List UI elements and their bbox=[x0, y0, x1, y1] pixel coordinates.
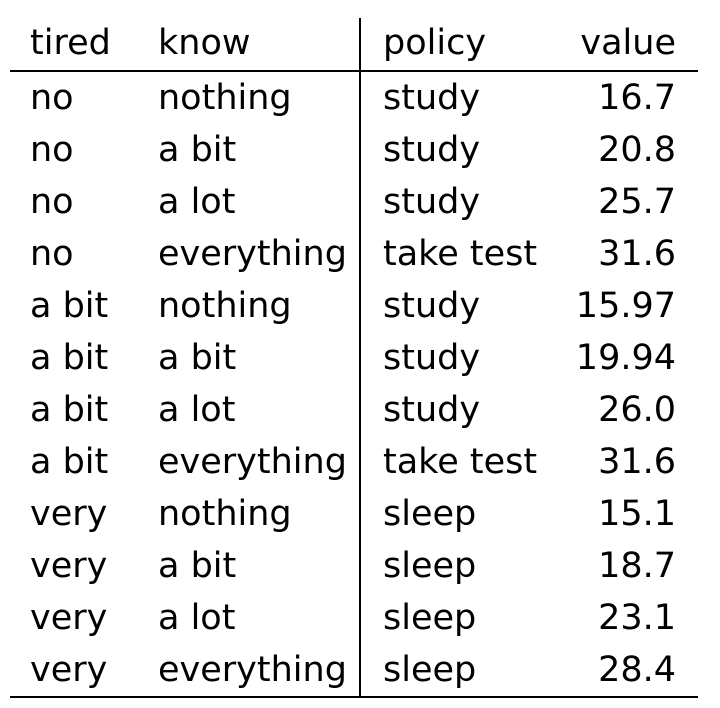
column-header-tired: tired bbox=[30, 23, 111, 63]
cell-value: 16.7 bbox=[598, 78, 676, 118]
cell-value: 28.4 bbox=[598, 650, 676, 690]
cell-tired: very bbox=[30, 494, 108, 534]
cell-know: nothing bbox=[158, 286, 292, 326]
cell-tired: a bit bbox=[30, 286, 109, 326]
cell-value: 31.6 bbox=[598, 234, 676, 274]
table-body: no nothing study 16.7 no a bit study 20.8 no a lo… bbox=[10, 71, 698, 697]
cell-policy: study bbox=[359, 332, 560, 384]
cell-tired: no bbox=[30, 78, 74, 118]
cell-tired: very bbox=[30, 598, 108, 638]
table-row: very nothing sleep 15.1 bbox=[10, 488, 698, 540]
table-row: very a bit sleep 18.7 bbox=[10, 540, 698, 592]
cell-tired: very bbox=[30, 650, 108, 690]
table-row: a bit nothing study 15.97 bbox=[10, 280, 698, 332]
cell-know: nothing bbox=[158, 78, 292, 118]
cell-policy: study bbox=[359, 384, 560, 436]
table-row: a bit a lot study 26.0 bbox=[10, 384, 698, 436]
table-row: a bit a bit study 19.94 bbox=[10, 332, 698, 384]
cell-value: 31.6 bbox=[598, 442, 676, 482]
cell-know: a bit bbox=[158, 130, 237, 170]
table-row: no nothing study 16.7 bbox=[10, 71, 698, 124]
cell-know: a lot bbox=[158, 182, 236, 222]
table-header: tired know policy value bbox=[10, 18, 698, 71]
header-row: tired know policy value bbox=[10, 18, 698, 71]
policy-value-table: tired know policy value no nothing study 16… bbox=[10, 18, 698, 698]
cell-policy: study bbox=[359, 176, 560, 228]
cell-tired: no bbox=[30, 234, 74, 274]
cell-know: a lot bbox=[158, 390, 236, 430]
cell-value: 23.1 bbox=[598, 598, 676, 638]
cell-value: 15.1 bbox=[598, 494, 676, 534]
cell-tired: no bbox=[30, 130, 74, 170]
cell-value: 19.94 bbox=[575, 338, 676, 378]
cell-value: 18.7 bbox=[598, 546, 676, 586]
cell-policy: study bbox=[359, 124, 560, 176]
cell-tired: very bbox=[30, 546, 108, 586]
policy-value-table-container: tired know policy value no nothing study 16… bbox=[10, 18, 698, 698]
column-header-policy: policy bbox=[359, 18, 560, 71]
cell-know: everything bbox=[158, 234, 347, 274]
column-header-know: know bbox=[158, 23, 251, 63]
cell-value: 26.0 bbox=[598, 390, 676, 430]
cell-policy: study bbox=[359, 71, 560, 124]
cell-policy: sleep bbox=[359, 540, 560, 592]
column-header-value: value bbox=[580, 23, 676, 63]
cell-policy: take test bbox=[359, 228, 560, 280]
table-row: very a lot sleep 23.1 bbox=[10, 592, 698, 644]
cell-know: a bit bbox=[158, 546, 237, 586]
cell-value: 15.97 bbox=[575, 286, 676, 326]
cell-policy: study bbox=[359, 280, 560, 332]
table-row: no everything take test 31.6 bbox=[10, 228, 698, 280]
cell-policy: sleep bbox=[359, 592, 560, 644]
cell-know: nothing bbox=[158, 494, 292, 534]
cell-value: 20.8 bbox=[598, 130, 676, 170]
cell-tired: a bit bbox=[30, 338, 109, 378]
cell-know: everything bbox=[158, 650, 347, 690]
table-row: no a bit study 20.8 bbox=[10, 124, 698, 176]
cell-know: a lot bbox=[158, 598, 236, 638]
cell-tired: a bit bbox=[30, 390, 109, 430]
cell-know: everything bbox=[158, 442, 347, 482]
table-row: no a lot study 25.7 bbox=[10, 176, 698, 228]
cell-know: a bit bbox=[158, 338, 237, 378]
table-row: very everything sleep 28.4 bbox=[10, 644, 698, 697]
cell-policy: take test bbox=[359, 436, 560, 488]
cell-value: 25.7 bbox=[598, 182, 676, 222]
cell-policy: sleep bbox=[359, 644, 560, 697]
cell-tired: no bbox=[30, 182, 74, 222]
table-row: a bit everything take test 31.6 bbox=[10, 436, 698, 488]
cell-tired: a bit bbox=[30, 442, 109, 482]
cell-policy: sleep bbox=[359, 488, 560, 540]
